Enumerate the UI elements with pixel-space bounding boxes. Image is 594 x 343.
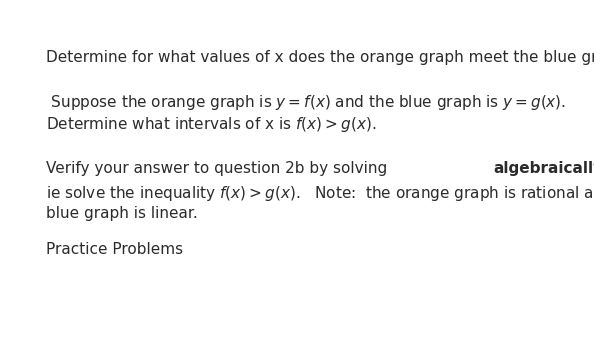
Text: blue graph is linear.: blue graph is linear. <box>46 206 198 221</box>
Text: algebraically: algebraically <box>493 161 594 176</box>
Text: Determine what intervals of x is $f(x) > g(x)$.: Determine what intervals of x is $f(x) >… <box>46 115 377 134</box>
Text: Practice Problems: Practice Problems <box>46 242 184 257</box>
Text: Verify your answer to question 2b by solving: Verify your answer to question 2b by sol… <box>46 161 393 176</box>
Text: Determine for what values of x does the orange graph meet the blue graph: Determine for what values of x does the … <box>46 50 594 65</box>
Text: Suppose the orange graph is $y = f(x)$ and the blue graph is $y = g(x)$.: Suppose the orange graph is $y = f(x)$ a… <box>46 93 567 111</box>
Text: ie solve the inequality $f(x) > g(x)$.   Note:  the orange graph is rational and: ie solve the inequality $f(x) > g(x)$. N… <box>46 184 594 202</box>
